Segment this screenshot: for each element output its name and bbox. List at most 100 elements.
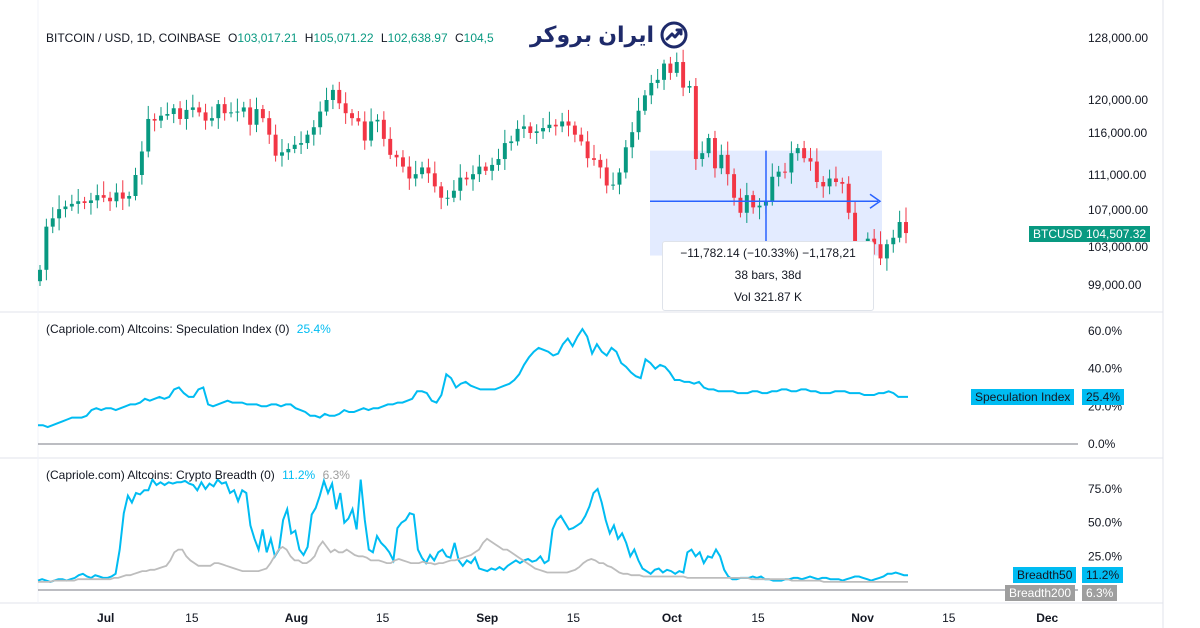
candle — [286, 143, 291, 160]
candle — [432, 161, 437, 193]
time-tick-label: Aug — [285, 611, 308, 625]
speculation-title-value: 25.4% — [296, 322, 331, 336]
high-value: 105,071.22 — [313, 31, 374, 45]
candle — [439, 182, 444, 210]
price-tick-label: 107,000.00 — [1088, 203, 1148, 217]
price-candles — [38, 49, 908, 286]
brand-logo: ایران بروکر — [530, 18, 688, 52]
time-axis[interactable]: Jul 15 Aug 15 Sep 15 Oct 15 Nov 15 Dec — [97, 611, 1059, 625]
candle — [655, 69, 660, 89]
candle — [63, 200, 68, 218]
candle — [617, 168, 622, 195]
indicator-tick-label: 50.0% — [1088, 516, 1122, 530]
measure-bars: 38 bars, 38d — [734, 268, 802, 282]
time-tick-label: 15 — [942, 611, 956, 625]
candle — [197, 101, 202, 117]
candle — [69, 194, 74, 211]
candle — [528, 122, 533, 139]
candle — [611, 172, 616, 190]
candle — [279, 139, 284, 167]
speculation-title-row[interactable]: (Capriole.com) Altcoins: Speculation Ind… — [46, 322, 331, 336]
candle — [471, 165, 475, 191]
candle — [76, 189, 81, 214]
breadth-pane: 75.0% 50.0% 25.0% — [37, 477, 1122, 591]
speculation-pane: 60.0%40.0%20.0%0.0% — [38, 324, 1122, 451]
candle — [814, 148, 819, 189]
time-tick-label: 15 — [376, 611, 390, 625]
candle — [44, 218, 49, 281]
candle — [732, 168, 737, 206]
candle — [808, 147, 813, 171]
candle — [604, 158, 609, 194]
candle — [394, 150, 399, 167]
breadth200-title-value: 6.3% — [322, 468, 350, 482]
candle — [572, 121, 577, 143]
candle — [585, 131, 590, 168]
candle — [821, 176, 826, 198]
measure-tool[interactable] — [650, 150, 882, 256]
time-tick-label: Jul — [97, 611, 114, 625]
close-label: C — [454, 31, 464, 45]
open-label: O — [228, 31, 238, 45]
candle — [878, 231, 883, 266]
candle — [209, 106, 214, 127]
candle — [884, 239, 889, 271]
symbol-legend[interactable]: BITCOIN / USD, 1D, COINBASE O103,017.21 … — [46, 31, 494, 45]
price-axis: 128,000.00 120,000.00 116,000.00 111,000.00… — [1088, 31, 1148, 292]
breadth-title: (Capriole.com) Altcoins: Crypto Breadth … — [46, 468, 275, 482]
price-tick-label: 99,000.00 — [1088, 278, 1142, 292]
candle — [541, 117, 546, 139]
candle — [789, 141, 794, 184]
candle — [700, 141, 705, 167]
candle — [795, 143, 800, 161]
candle — [802, 140, 807, 163]
indicator-tick-label: 0.0% — [1088, 437, 1116, 451]
candle — [165, 102, 170, 120]
candle — [171, 104, 176, 124]
candle — [846, 176, 851, 220]
price-tick-label: 120,000.00 — [1088, 93, 1148, 107]
candle — [146, 105, 151, 158]
candle — [502, 129, 507, 170]
candle — [547, 111, 552, 133]
candle — [57, 195, 62, 231]
candle — [235, 98, 240, 122]
time-tick-label: 15 — [751, 611, 765, 625]
candle — [95, 184, 100, 209]
candle — [222, 97, 227, 121]
candle — [579, 127, 584, 146]
candle — [229, 102, 234, 118]
candle — [120, 180, 125, 210]
candle — [273, 124, 278, 162]
candle — [490, 157, 495, 181]
candle — [152, 113, 157, 132]
candle — [681, 49, 686, 97]
price-tick-label: 111,000.00 — [1088, 168, 1147, 182]
measure-change: −11,782.14 (−10.33%) −1,178,21 — [680, 246, 856, 260]
candle — [369, 108, 374, 147]
candle — [592, 144, 596, 166]
candle — [872, 229, 877, 255]
candle — [521, 114, 526, 139]
candle — [464, 171, 469, 186]
candle — [50, 207, 55, 234]
speculation-tag-label: Speculation Index — [971, 389, 1075, 405]
series-line-speculation-index — [38, 327, 908, 429]
candle — [477, 154, 482, 182]
candle — [687, 80, 692, 94]
candle — [891, 229, 896, 253]
brand-name: ایران بروکر — [530, 22, 655, 47]
candle — [88, 192, 93, 215]
candle — [413, 160, 418, 187]
time-tick-label: Nov — [851, 611, 874, 625]
candle — [127, 191, 132, 207]
candle — [426, 158, 431, 183]
breadth-title-row[interactable]: (Capriole.com) Altcoins: Crypto Breadth … — [46, 468, 350, 482]
candle — [662, 59, 667, 90]
candle — [38, 265, 42, 286]
low-label: L — [380, 31, 388, 45]
candle — [451, 180, 456, 203]
candle — [356, 111, 361, 126]
